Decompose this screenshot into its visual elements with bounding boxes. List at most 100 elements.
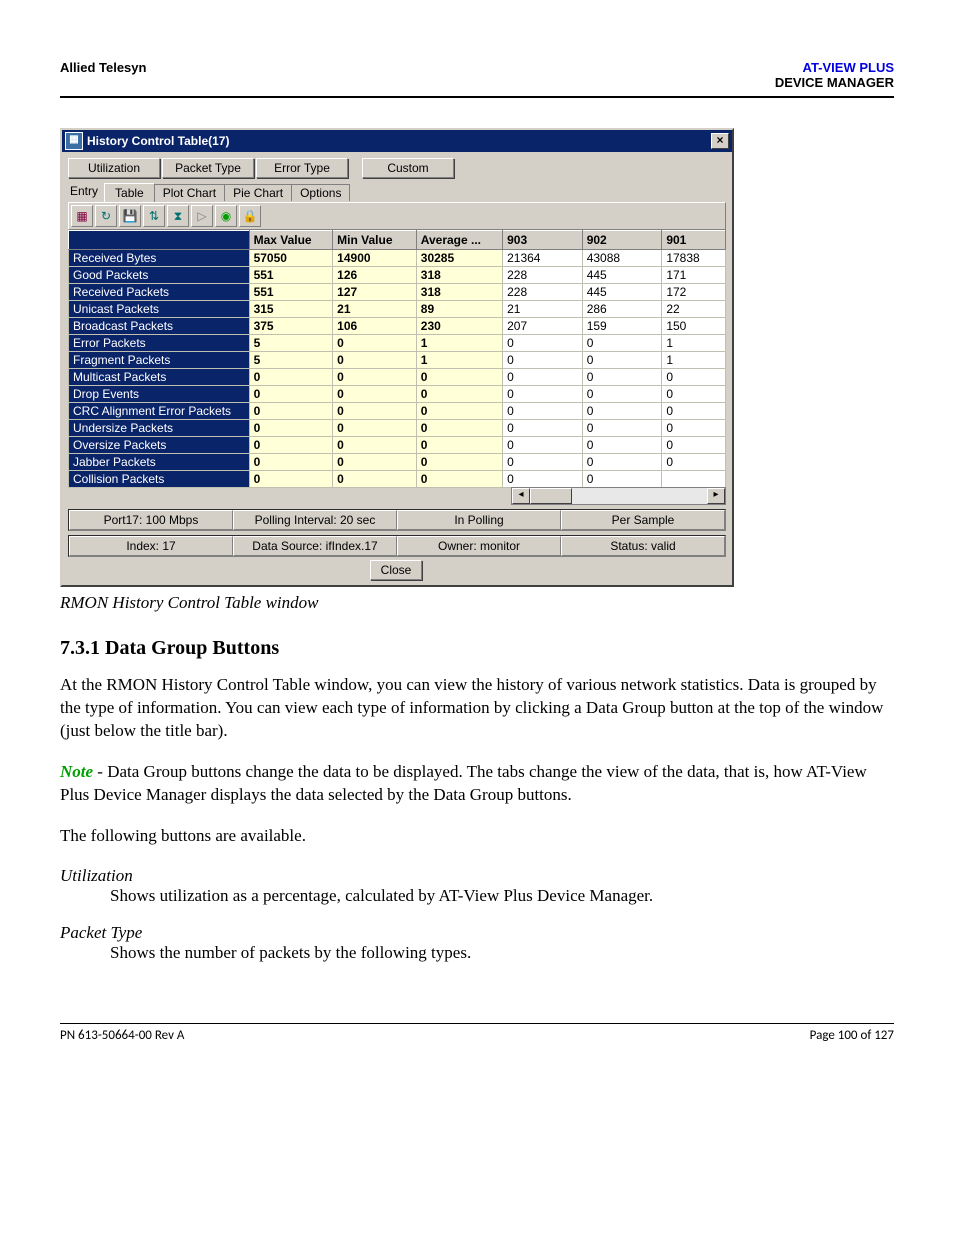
close-icon[interactable]: × (711, 133, 729, 149)
row-label: Error Packets (69, 335, 250, 352)
col-header[interactable]: 902 (582, 231, 662, 250)
save-icon[interactable]: 💾 (119, 205, 141, 227)
cell: 0 (249, 420, 333, 437)
cell: 57050 (249, 250, 333, 267)
lock-icon[interactable]: 🔒 (239, 205, 261, 227)
cell: 21 (503, 301, 583, 318)
cell: 0 (503, 420, 583, 437)
row-label: Undersize Packets (69, 420, 250, 437)
cell: 0 (249, 369, 333, 386)
status-cell: Data Source: ifIndex.17 (233, 536, 397, 556)
col-header[interactable]: Min Value (333, 231, 417, 250)
cell: 0 (249, 454, 333, 471)
play-icon[interactable]: ▷ (191, 205, 213, 227)
group-button-utilization[interactable]: Utilization (68, 158, 160, 178)
cell: 551 (249, 284, 333, 301)
cell: 0 (416, 403, 502, 420)
scroll-right-icon[interactable]: ▸ (707, 488, 725, 504)
row-label: Broadcast Packets (69, 318, 250, 335)
group-button-custom[interactable]: Custom (362, 158, 454, 178)
titlebar[interactable]: ▦ History Control Table(17) × (62, 130, 732, 152)
cell: 0 (582, 403, 662, 420)
term-packet-type-desc: Shows the number of packets by the follo… (110, 943, 894, 963)
status-cell: Polling Interval: 20 sec (233, 510, 397, 530)
cell: 445 (582, 284, 662, 301)
col-header[interactable]: 901 (662, 231, 726, 250)
updown-icon[interactable]: ⇅ (143, 205, 165, 227)
window-title: History Control Table(17) (87, 134, 711, 148)
row-label: Fragment Packets (69, 352, 250, 369)
status-cell: Index: 17 (69, 536, 233, 556)
col-header[interactable] (69, 231, 250, 250)
scroll-track[interactable] (572, 488, 707, 504)
cell: 445 (582, 267, 662, 284)
row-label: Oversize Packets (69, 437, 250, 454)
col-header[interactable]: Average ... (416, 231, 502, 250)
cell: 150 (662, 318, 726, 335)
history-table: Max ValueMin ValueAverage ...903902901 Re… (68, 230, 726, 488)
cell: 0 (333, 403, 417, 420)
cell: 0 (416, 437, 502, 454)
close-button[interactable]: Close (370, 560, 423, 580)
tab-plot-chart[interactable]: Plot Chart (154, 184, 225, 201)
grid-icon[interactable]: ▦ (71, 205, 93, 227)
cell: 551 (249, 267, 333, 284)
cell: 159 (582, 318, 662, 335)
scroll-left-icon[interactable]: ◂ (512, 488, 530, 504)
header-sub: DEVICE MANAGER (775, 75, 894, 90)
tab-pie-chart[interactable]: Pie Chart (224, 184, 292, 201)
cell: 21364 (503, 250, 583, 267)
cell: 171 (662, 267, 726, 284)
refresh-icon[interactable]: ↻ (95, 205, 117, 227)
tab-table[interactable]: Table (104, 183, 155, 202)
row-label: CRC Alignment Error Packets (69, 403, 250, 420)
window-icon: ▦ (65, 132, 83, 150)
cell: 0 (503, 335, 583, 352)
status-cell: Port17: 100 Mbps (69, 510, 233, 530)
tab-options[interactable]: Options (291, 184, 350, 201)
row-label: Multicast Packets (69, 369, 250, 386)
note-label: Note (60, 762, 93, 781)
cell: 17838 (662, 250, 726, 267)
cell: 0 (333, 437, 417, 454)
stop-icon[interactable]: ◉ (215, 205, 237, 227)
group-button-error-type[interactable]: Error Type (256, 158, 348, 178)
cell: 0 (416, 386, 502, 403)
cell: 318 (416, 267, 502, 284)
cell: 0 (662, 437, 726, 454)
cell: 0 (582, 420, 662, 437)
row-label: Received Bytes (69, 250, 250, 267)
cell: 286 (582, 301, 662, 318)
para-2: The following buttons are available. (60, 825, 894, 848)
cell: 21 (333, 301, 417, 318)
entry-label: Entry (70, 184, 104, 200)
scroll-thumb[interactable] (530, 488, 572, 504)
cell: 0 (582, 386, 662, 403)
clock-icon[interactable]: ⧗ (167, 205, 189, 227)
cell: 0 (333, 335, 417, 352)
cell: 89 (416, 301, 502, 318)
cell: 1 (662, 335, 726, 352)
toolbar: ▦↻💾⇅⧗▷◉🔒 (68, 202, 726, 230)
term-packet-type: Packet Type (60, 923, 894, 943)
cell: 315 (249, 301, 333, 318)
running-header: Allied Telesyn AT-VIEW PLUS DEVICE MANAG… (60, 60, 894, 98)
cell: 0 (582, 335, 662, 352)
cell: 228 (503, 284, 583, 301)
cell: 0 (333, 369, 417, 386)
group-button-packet-type[interactable]: Packet Type (162, 158, 254, 178)
history-control-window: ▦ History Control Table(17) × Utilizatio… (60, 128, 734, 587)
footer-left: PN 613-50664-00 Rev A (60, 1028, 184, 1043)
col-header[interactable]: 903 (503, 231, 583, 250)
cell: 0 (503, 471, 583, 488)
cell: 0 (416, 420, 502, 437)
col-header[interactable]: Max Value (249, 231, 333, 250)
cell: 0 (662, 369, 726, 386)
status-cell: Owner: monitor (397, 536, 561, 556)
row-label: Drop Events (69, 386, 250, 403)
cell: 0 (416, 454, 502, 471)
para-1: At the RMON History Control Table window… (60, 674, 894, 743)
figure-caption: RMON History Control Table window (60, 593, 894, 613)
cell: 0 (503, 454, 583, 471)
horizontal-scrollbar[interactable]: ◂ ▸ (511, 487, 726, 505)
